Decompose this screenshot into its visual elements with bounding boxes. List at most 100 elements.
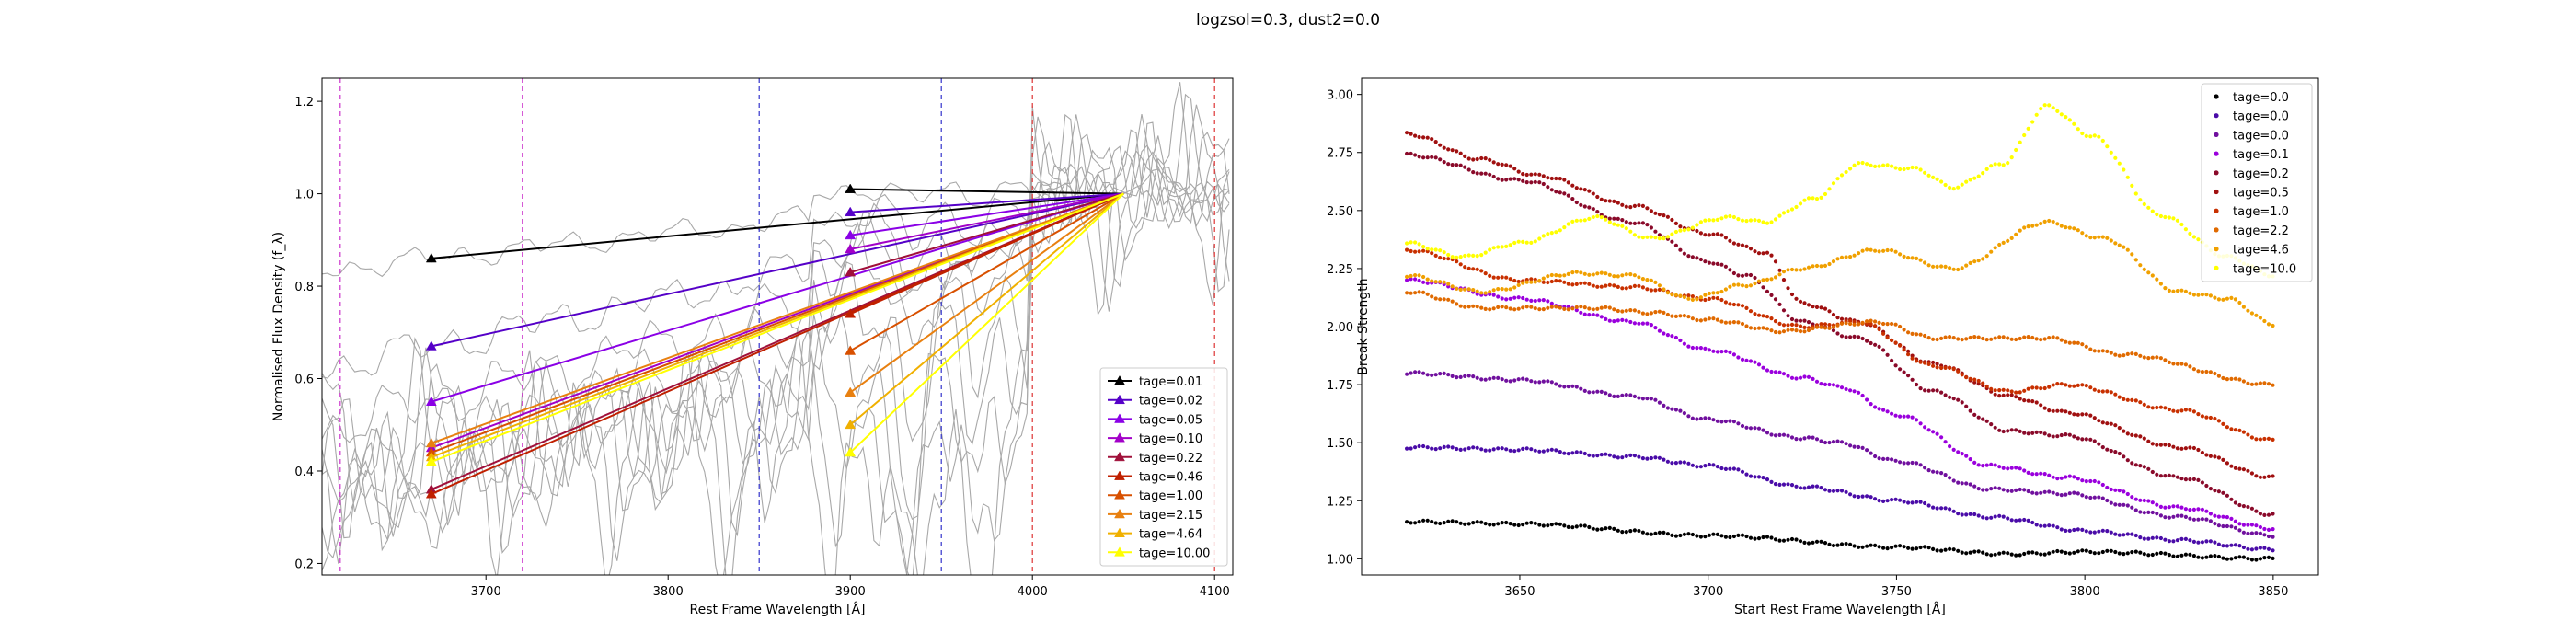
break-point (1943, 393, 1948, 397)
break-point (1798, 318, 1803, 323)
break-point (2018, 487, 2022, 492)
break-point (2030, 490, 2035, 495)
break-point (1794, 204, 1799, 210)
legend-marker (2214, 208, 2219, 213)
legend-label: tage=2.15 (1139, 509, 1202, 523)
break-point (2204, 517, 2209, 522)
break-point (2241, 555, 2246, 559)
break-point (1653, 280, 1658, 284)
break-point (2097, 235, 2101, 239)
break-point (1438, 372, 1443, 376)
break-point (1893, 340, 1898, 345)
y-tick-label: 1.50 (1327, 437, 1353, 451)
break-point (1898, 498, 1903, 502)
break-point (1612, 222, 1616, 226)
break-point (1405, 241, 1409, 246)
break-point (1533, 448, 1537, 453)
break-point (2213, 522, 2217, 526)
break-point (2026, 431, 2030, 436)
break-point (1906, 330, 1911, 335)
break-point (2042, 385, 2047, 391)
break-point (1455, 446, 1459, 452)
break-point (2076, 127, 2080, 132)
break-point (2109, 238, 2113, 243)
break-point (1649, 209, 1653, 213)
break-point (1943, 335, 1948, 339)
break-point (1466, 287, 1471, 292)
break-point (1972, 259, 1977, 264)
break-point (1430, 279, 1434, 283)
break-point (1960, 452, 1964, 456)
break-point (1819, 439, 1823, 443)
break-point (2084, 412, 2088, 417)
break-point (1923, 545, 1927, 549)
break-point (1906, 414, 1911, 419)
break-point (1541, 174, 1546, 178)
break-point (1591, 214, 1595, 220)
break-point (1740, 357, 1745, 362)
break-point (1753, 475, 1757, 479)
break-point (2084, 495, 2088, 500)
break-point (1425, 373, 1430, 377)
break-point (1582, 188, 1587, 192)
break-point (1852, 253, 1857, 258)
break-point (1972, 549, 1977, 554)
break-point (1463, 305, 1467, 309)
break-point (2014, 337, 2018, 342)
break-point (1819, 195, 1823, 200)
break-point (1731, 241, 1736, 246)
break-point (1579, 270, 1583, 275)
break-point (1844, 321, 1848, 326)
break-point (2034, 472, 2039, 477)
break-point (1686, 344, 1691, 349)
break-point (1719, 420, 1724, 424)
break-point (2233, 376, 2237, 381)
break-point (1756, 218, 1762, 223)
break-point (2271, 323, 2275, 328)
break-point (1562, 273, 1567, 278)
break-point (2208, 554, 2213, 558)
legend-label: tage=0.46 (1139, 471, 1202, 485)
break-point (2125, 503, 2130, 508)
break-point (2080, 231, 2085, 236)
break-point (1910, 500, 1915, 505)
spectrum-legend: tage=0.01tage=0.02tage=0.05tage=0.10tage… (1099, 367, 1228, 567)
break-point (1806, 541, 1811, 546)
break-point (1471, 374, 1476, 379)
break-point (1616, 223, 1620, 227)
break-point (2064, 475, 2068, 479)
break-point (1984, 254, 1989, 259)
break-point (2142, 511, 2146, 515)
break-point (2113, 155, 2118, 160)
break-point (1512, 307, 1517, 312)
break-point (2237, 528, 2242, 533)
break-point (1529, 521, 1534, 525)
break-point (2001, 514, 2006, 519)
break-point (1819, 486, 1823, 490)
break-point (1773, 319, 1778, 324)
break-point (1860, 393, 1865, 398)
break-point (1554, 279, 1558, 283)
break-point (2150, 535, 2155, 540)
break-point (1529, 240, 1534, 245)
break-point (1549, 231, 1554, 236)
x-tick-label: 3750 (1881, 585, 1912, 599)
break-point (2047, 473, 2052, 477)
break-point (2167, 288, 2171, 293)
break-point (1640, 530, 1645, 535)
break-point (2014, 553, 2018, 558)
red-break-line (849, 192, 1124, 426)
break-point (2188, 408, 2192, 412)
break-point (1549, 176, 1554, 181)
break-point (1976, 259, 1981, 263)
break-point (1890, 411, 1894, 416)
break-point (2213, 554, 2217, 558)
break-point (1458, 151, 1463, 155)
break-point (1479, 377, 1484, 382)
break-point (1549, 305, 1554, 309)
break-point (1632, 308, 1637, 313)
break-point (1632, 394, 1637, 398)
break-point (1653, 531, 1658, 536)
break-point (1512, 449, 1517, 454)
break-point (1579, 386, 1583, 391)
